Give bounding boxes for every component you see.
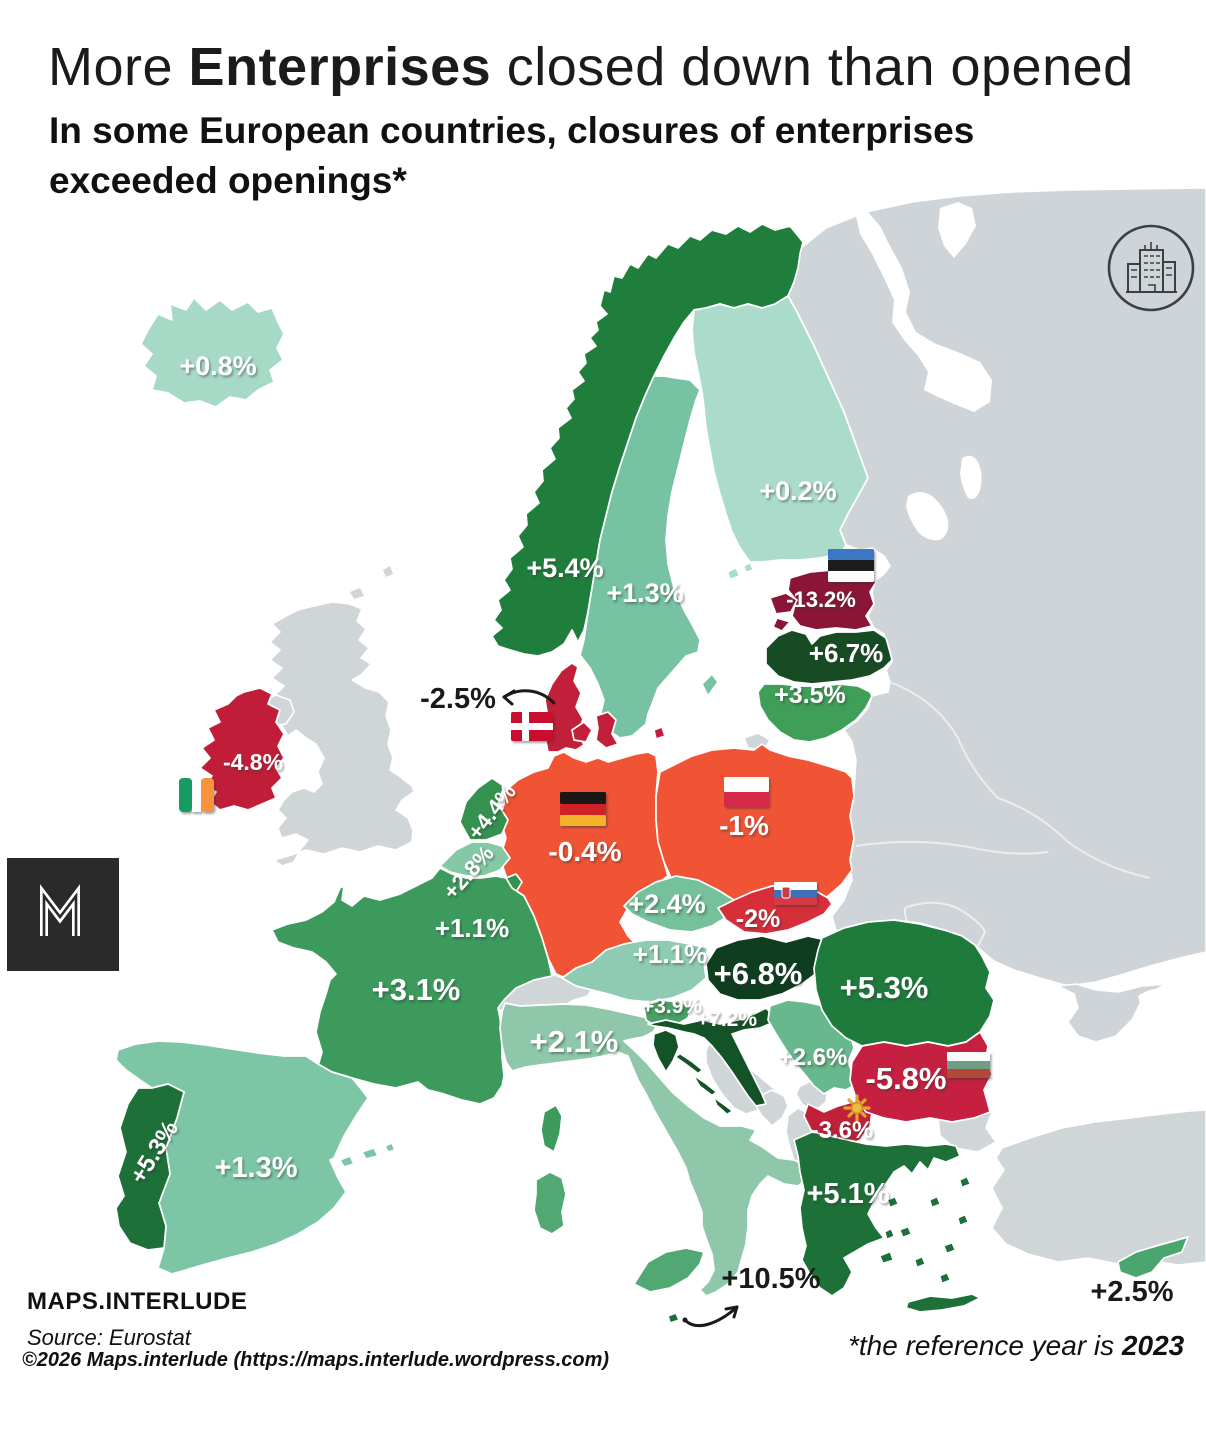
svg-text:+6.7%: +6.7%: [809, 638, 883, 668]
svg-text:-3.6%: -3.6%: [811, 1117, 874, 1144]
svg-text:+3.1%: +3.1%: [372, 972, 461, 1007]
svg-text:+2.4%: +2.4%: [628, 889, 705, 919]
svg-text:+3.9%: +3.9%: [642, 995, 702, 1018]
svg-text:+3.5%: +3.5%: [774, 681, 846, 709]
svg-text:+2.5%: +2.5%: [1090, 1276, 1173, 1308]
svg-text:+1.3%: +1.3%: [606, 578, 683, 608]
svg-text:+5.4%: +5.4%: [526, 553, 603, 583]
svg-text:+2.1%: +2.1%: [530, 1024, 619, 1059]
svg-text:-2%: -2%: [736, 905, 780, 933]
svg-text:-0.4%: -0.4%: [548, 836, 621, 867]
svg-text:-5.8%: -5.8%: [866, 1061, 947, 1096]
svg-text:-13.2%: -13.2%: [786, 587, 856, 612]
svg-text:-1%: -1%: [719, 810, 769, 841]
svg-text:+10.5%: +10.5%: [721, 1263, 820, 1295]
svg-text:+0.2%: +0.2%: [759, 476, 836, 506]
svg-text:+7.2%: +7.2%: [697, 1008, 757, 1031]
svg-text:+6.8%: +6.8%: [714, 956, 803, 991]
svg-text:+5.3%: +5.3%: [840, 970, 929, 1005]
svg-text:+2.6%: +2.6%: [779, 1044, 848, 1071]
svg-text:+1.1%: +1.1%: [633, 939, 707, 969]
svg-text:+1.3%: +1.3%: [214, 1152, 297, 1184]
svg-text:+5.1%: +5.1%: [806, 1178, 889, 1210]
svg-text:-2.5%: -2.5%: [420, 683, 496, 715]
svg-text:+1.1%: +1.1%: [435, 913, 509, 943]
svg-text:+0.8%: +0.8%: [179, 351, 256, 381]
svg-text:-4.8%: -4.8%: [223, 749, 283, 775]
